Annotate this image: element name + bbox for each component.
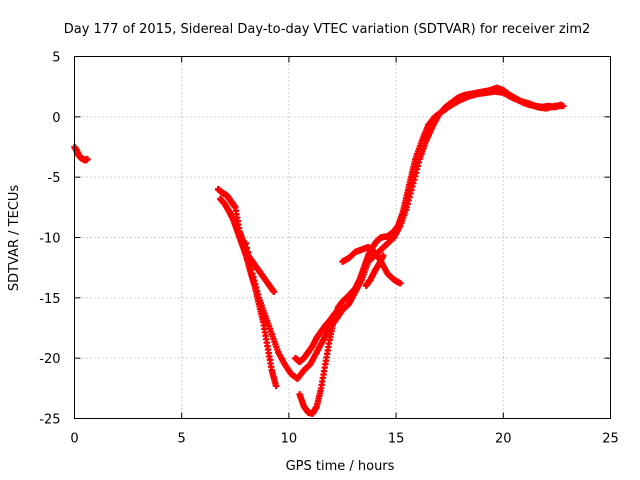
y-tick-label: -20 <box>39 352 60 367</box>
data-point <box>272 382 280 390</box>
x-tick-label: 15 <box>388 432 405 447</box>
y-tick-label: -10 <box>39 232 60 247</box>
x-tick-label: 20 <box>495 432 512 447</box>
x-tick-label: 0 <box>70 432 78 447</box>
grid <box>74 56 611 419</box>
series-arc-4 <box>242 84 565 382</box>
series-arc-7 <box>339 243 404 287</box>
series-arc-6 <box>292 306 342 365</box>
y-tick-label: -25 <box>39 413 60 428</box>
y-tick-label: -5 <box>48 171 61 186</box>
data-point <box>270 288 278 295</box>
data-point <box>84 155 91 163</box>
chart-title: Day 177 of 2015, Sidereal Day-to-day VTE… <box>64 22 591 37</box>
series-arc-1 <box>71 143 91 164</box>
series-arc-5 <box>296 88 567 417</box>
axis-tick-labels: 0 5 10 15 20 25 -25 -20 -15 -10 -5 0 5 <box>39 51 619 447</box>
data-point <box>397 280 404 287</box>
x-axis-label: GPS time / hours <box>286 459 395 474</box>
series-arc-8 <box>362 252 387 289</box>
data-point <box>380 252 387 259</box>
series-arc-3 <box>217 195 280 390</box>
data-point <box>335 306 342 314</box>
y-tick-label: 0 <box>52 111 60 126</box>
x-tick-label: 5 <box>178 432 186 447</box>
plot-frame <box>74 56 611 419</box>
y-tick-label: 5 <box>52 51 60 66</box>
y-tick-label: -15 <box>39 292 60 307</box>
x-tick-label: 25 <box>602 432 619 447</box>
data-points <box>71 84 567 417</box>
y-axis-label: SDTVAR / TECUs <box>7 185 22 292</box>
data-point <box>560 102 567 110</box>
x-tick-label: 10 <box>281 432 298 447</box>
